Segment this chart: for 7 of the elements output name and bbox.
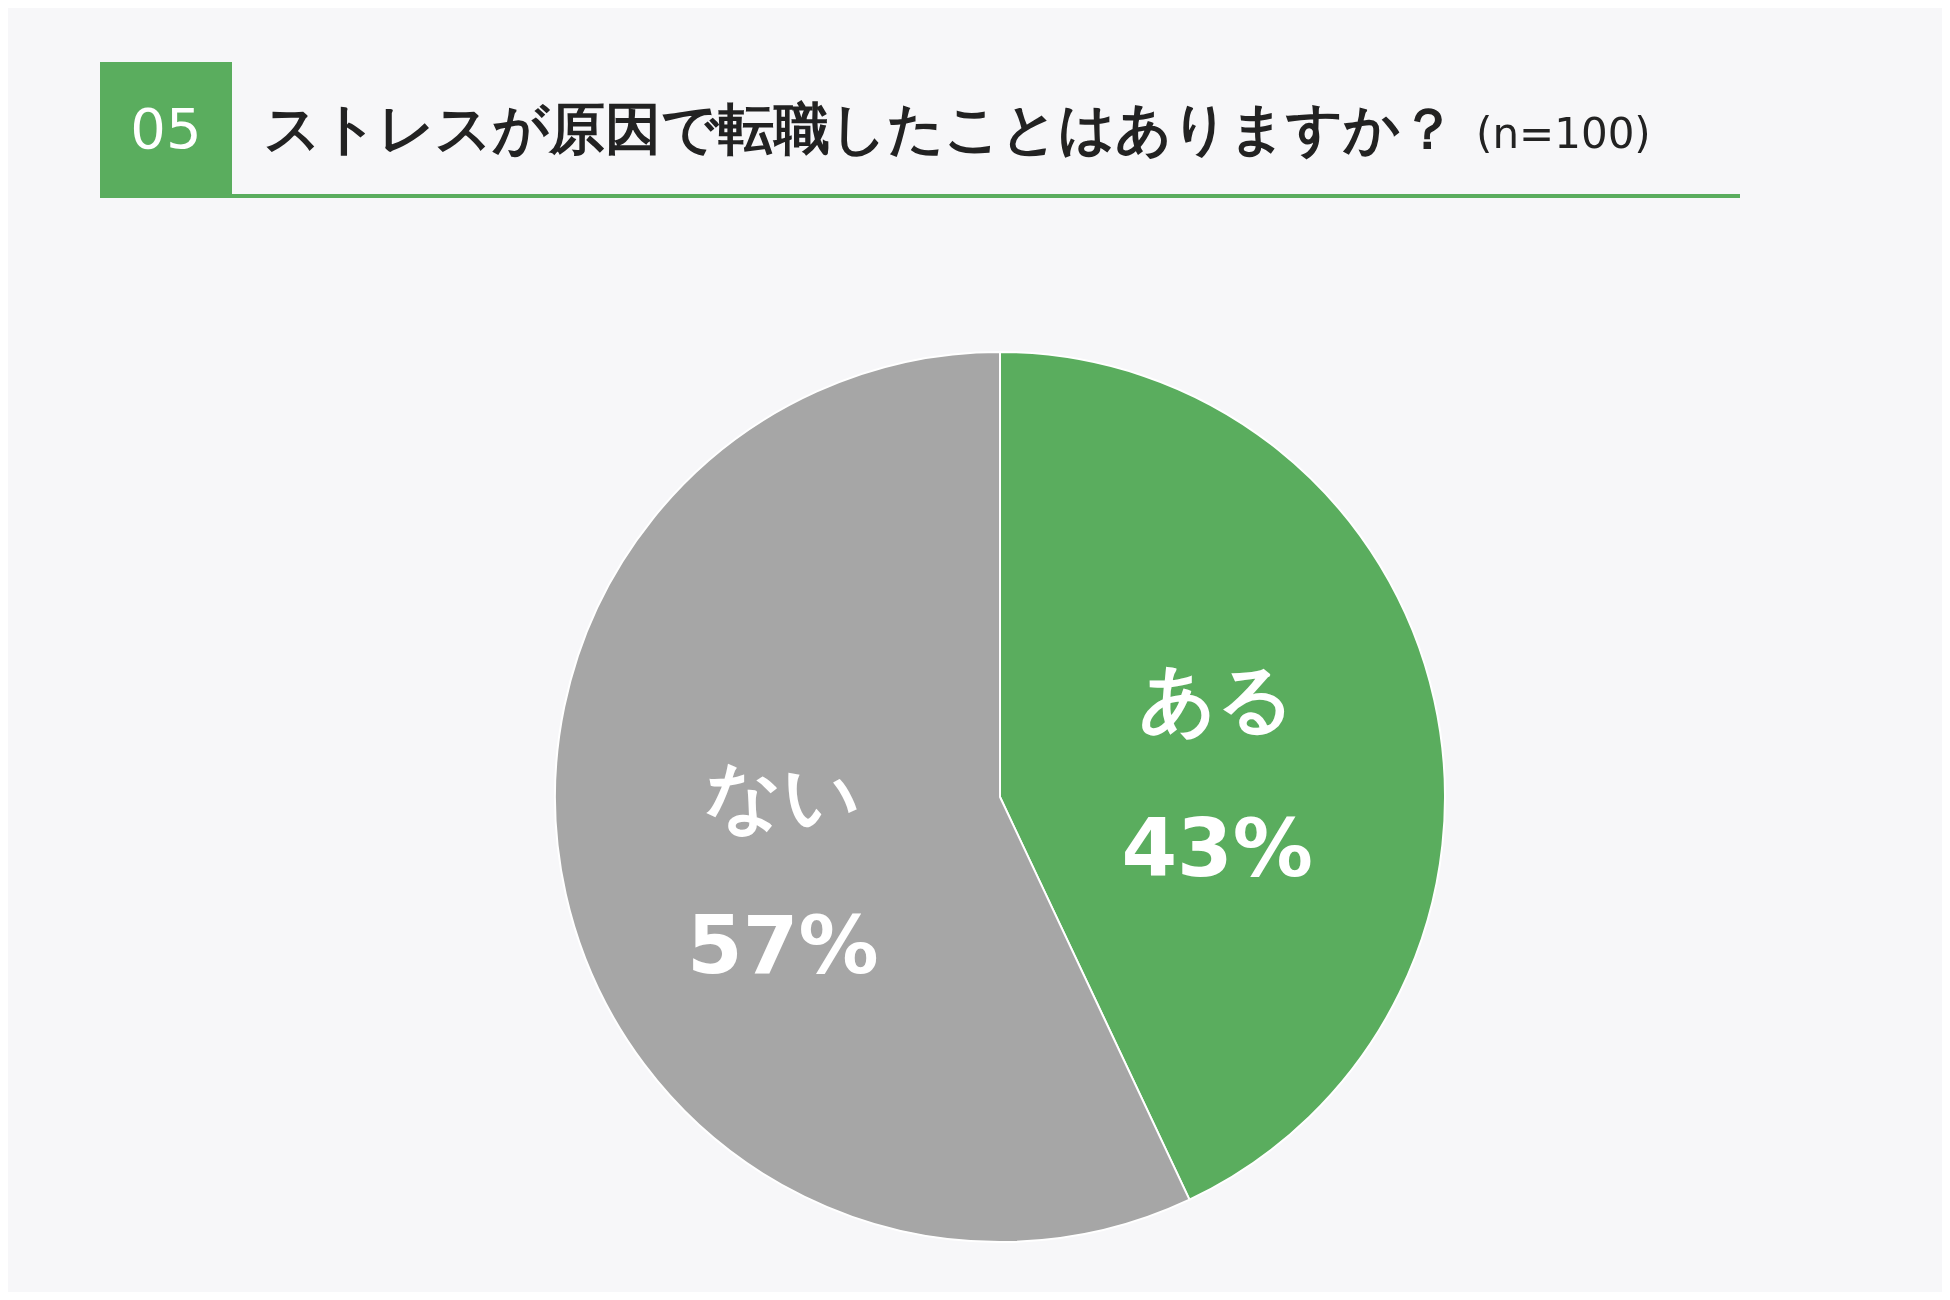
- slice-label: ある: [1139, 653, 1296, 743]
- data-label: 57%: [687, 899, 879, 993]
- data-label: 43%: [1121, 801, 1313, 895]
- text: (n=100): [1476, 109, 1651, 158]
- slice-label: ない: [704, 751, 861, 841]
- text: 05: [100, 62, 232, 195]
- chart-title: ストレスが原因で転職したことはありますか？: [264, 96, 1456, 161]
